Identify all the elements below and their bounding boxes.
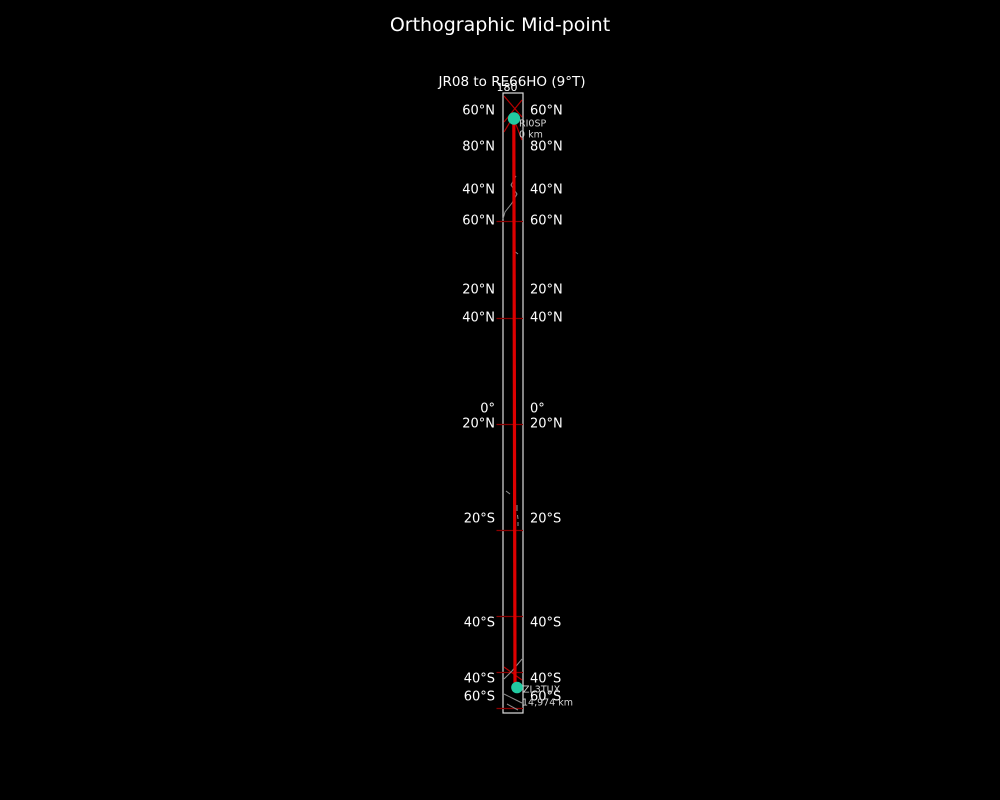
latitude-label-right: 40°S xyxy=(530,615,562,631)
meridian-line xyxy=(503,666,523,681)
coastline xyxy=(503,693,523,704)
latitude-label-left: 40°S xyxy=(463,671,495,687)
latitude-label-right: 60°N xyxy=(530,213,563,229)
meridian-line xyxy=(503,95,523,118)
coastline xyxy=(506,703,519,711)
figure-title: Orthographic Mid-point xyxy=(389,14,611,36)
latitude-label-left: 80°N xyxy=(462,139,495,155)
latitude-label-left: 20°N xyxy=(462,416,495,432)
latitude-label-right: 40°S xyxy=(530,671,562,687)
latitude-label-right: 60°N xyxy=(530,103,563,119)
start-callsign-label: RI0SP xyxy=(519,118,547,130)
latitude-label-right: 40°N xyxy=(530,182,563,198)
latitude-label-left: 40°N xyxy=(462,182,495,198)
latitude-label-right: 60°S xyxy=(530,689,562,705)
latitude-label-right: 40°N xyxy=(530,310,563,326)
latitude-label-left: 60°N xyxy=(462,213,495,229)
latitude-label-left: 40°S xyxy=(463,615,495,631)
meridian-line xyxy=(503,99,523,123)
latitude-graticule-group xyxy=(496,220,523,710)
coastline xyxy=(505,490,511,495)
latitude-label-left: 40°N xyxy=(462,310,495,326)
latitude-label-right: 0° xyxy=(530,401,545,417)
latitude-label-right: 20°N xyxy=(530,282,563,298)
end-marker xyxy=(511,681,523,694)
latitude-label-right: 20°S xyxy=(530,511,562,527)
latitude-label-left: 60°N xyxy=(462,103,495,119)
meridian-180-label: 180 xyxy=(496,81,518,94)
latitude-label-left: 20°S xyxy=(463,511,495,527)
coastline xyxy=(516,505,519,526)
start-marker xyxy=(507,112,521,125)
end-distance-label: 14,974 km xyxy=(522,697,574,709)
latitude-label-right: 20°N xyxy=(530,416,563,432)
latitude-label-right: 80°N xyxy=(530,139,563,155)
latitude-label-left: 20°N xyxy=(462,282,495,298)
figure-subtitle: JR08 to RE66HO (9°T) xyxy=(438,74,586,90)
latitude-label-left: 0° xyxy=(480,401,495,417)
latitude-label-left: 60°S xyxy=(463,689,495,705)
start-distance-label: 0 km xyxy=(519,129,543,141)
coastline xyxy=(503,658,523,680)
end-callsign-label: ZL3TUX xyxy=(523,684,561,696)
great-circle-path xyxy=(512,114,517,685)
